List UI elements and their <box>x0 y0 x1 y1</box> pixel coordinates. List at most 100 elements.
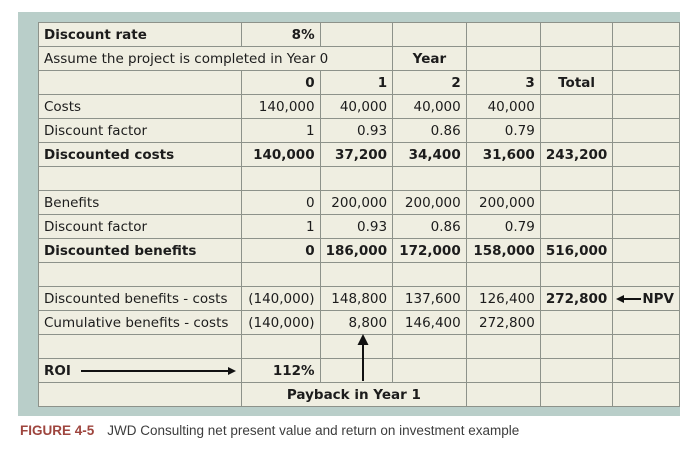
cell <box>612 358 680 383</box>
corner-cell <box>37 70 243 95</box>
cell <box>37 262 243 287</box>
table-row <box>37 334 680 359</box>
npv-text: NPV <box>642 290 674 307</box>
figure-caption: FIGURE 4-5 JWD Consulting net present val… <box>20 423 680 438</box>
cell <box>392 22 467 47</box>
discounted-benefits-label: Discounted benefits <box>37 238 243 263</box>
year-1-header: 1 <box>319 70 394 95</box>
assumption-note: Assume the project is completed in Year … <box>37 46 394 71</box>
payback-cell: 8,800 <box>319 310 394 335</box>
cell: 1 <box>241 118 321 143</box>
cell <box>392 358 467 383</box>
cell: 34,400 <box>392 142 467 167</box>
figure-panel: Discount rate 8% Assume the project is com… <box>18 12 680 416</box>
cell <box>319 166 394 191</box>
discounted-costs-total: 243,200 <box>539 142 614 167</box>
cell: 200,000 <box>465 190 541 215</box>
cell <box>612 238 680 263</box>
cell <box>241 334 321 359</box>
roi-value: 112% <box>241 358 321 383</box>
discount-factor-label: Discount factor <box>37 214 243 239</box>
cell <box>612 166 680 191</box>
cell: 146,400 <box>392 310 467 335</box>
cell: 0 <box>241 238 321 263</box>
cell: 0.79 <box>465 118 541 143</box>
table-row: Discounted costs 140,000 37,200 34,400 31,60… <box>37 142 680 167</box>
cell: 126,400 <box>465 286 541 311</box>
cell <box>539 214 614 239</box>
cell: 186,000 <box>319 238 394 263</box>
discount-rate-value: 8% <box>241 22 321 47</box>
figure-caption-text: JWD Consulting net present value and ret… <box>107 423 520 438</box>
cell <box>612 118 680 143</box>
net-benefits-label: Discounted benefits - costs <box>37 286 243 311</box>
table-row <box>37 262 680 287</box>
cell <box>319 262 394 287</box>
cell <box>612 142 680 167</box>
cell <box>465 262 541 287</box>
cell <box>465 334 541 359</box>
cell: 140,000 <box>241 142 321 167</box>
year-0-header: 0 <box>241 70 321 95</box>
cell <box>539 310 614 335</box>
cell <box>465 166 541 191</box>
discounted-costs-label: Discounted costs <box>37 142 243 167</box>
npv-annotation: NPV <box>612 286 680 311</box>
cell <box>465 46 541 71</box>
cell <box>612 262 680 287</box>
cell: 31,600 <box>465 142 541 167</box>
cell <box>612 214 680 239</box>
cell <box>539 334 614 359</box>
cell <box>612 190 680 215</box>
table-row: Assume the project is completed in Year … <box>37 46 680 71</box>
cell <box>539 46 614 71</box>
cell <box>539 262 614 287</box>
cell <box>612 22 680 47</box>
roi-arrow-right-icon <box>80 369 229 372</box>
table-row: Payback in Year 1 <box>37 382 680 407</box>
table-row: Benefits 0 200,000 200,000 200,000 <box>37 190 680 215</box>
cell: (140,000) <box>241 310 321 335</box>
table-row: Discounted benefits - costs (140,000) 148,… <box>37 286 680 311</box>
cell <box>37 382 243 407</box>
table-row: Cumulative benefits - costs (140,000) 8,80… <box>37 310 680 335</box>
cell <box>612 334 680 359</box>
cell <box>465 358 541 383</box>
table-row: Discounted benefits 0 186,000 172,000 158,00… <box>37 238 680 263</box>
roi-label: ROI <box>37 358 243 383</box>
cell <box>241 262 321 287</box>
cumulative-label: Cumulative benefits - costs <box>37 310 243 335</box>
total-header: Total <box>539 70 614 95</box>
discounted-benefits-total: 516,000 <box>539 238 614 263</box>
cell <box>539 166 614 191</box>
cell: 200,000 <box>392 190 467 215</box>
npv-table: Discount rate 8% Assume the project is com… <box>37 22 680 407</box>
cell: 0.86 <box>392 118 467 143</box>
table-row: Costs 140,000 40,000 40,000 40,000 <box>37 94 680 119</box>
cell <box>465 382 541 407</box>
cell <box>392 334 467 359</box>
cell <box>612 382 680 407</box>
cell: 1 <box>241 214 321 239</box>
benefits-label: Benefits <box>37 190 243 215</box>
cell: 40,000 <box>319 94 394 119</box>
cell <box>37 166 243 191</box>
cell <box>612 46 680 71</box>
cell: 0.93 <box>319 118 394 143</box>
figure-number: FIGURE 4-5 <box>20 423 95 438</box>
year-header: Year <box>392 46 467 71</box>
discount-factor-label: Discount factor <box>37 118 243 143</box>
cell: 200,000 <box>319 190 394 215</box>
year-2-header: 2 <box>392 70 467 95</box>
year-3-header: 3 <box>465 70 541 95</box>
discount-rate-label: Discount rate <box>37 22 243 47</box>
cell: 0.93 <box>319 214 394 239</box>
cell <box>241 166 321 191</box>
cell <box>392 166 467 191</box>
npv-arrow-line <box>624 297 642 300</box>
cell: (140,000) <box>241 286 321 311</box>
costs-label: Costs <box>37 94 243 119</box>
cell: 272,800 <box>465 310 541 335</box>
cell: 37,200 <box>319 142 394 167</box>
